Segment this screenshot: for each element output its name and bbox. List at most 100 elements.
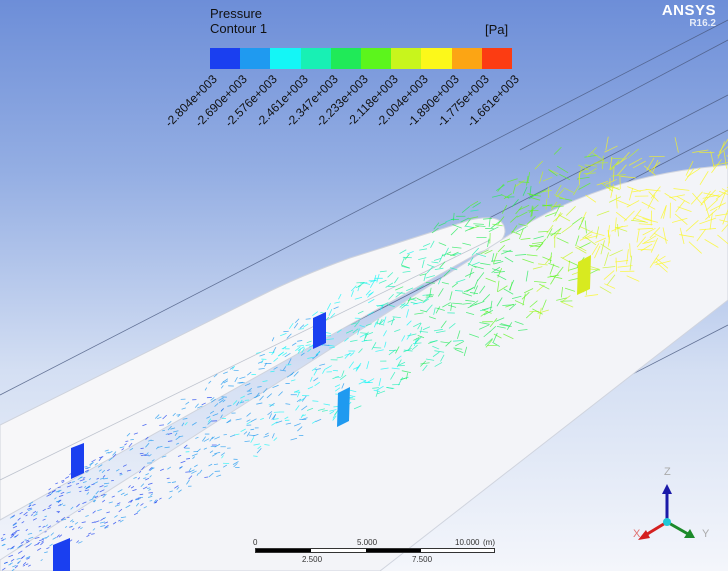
velocity-vector <box>273 357 279 362</box>
velocity-vector <box>332 415 337 421</box>
velocity-vector <box>12 522 18 527</box>
velocity-vector <box>556 297 567 301</box>
velocity-vector <box>546 228 553 239</box>
velocity-vector <box>490 300 493 311</box>
velocity-vector <box>256 447 262 454</box>
velocity-vector <box>542 256 552 262</box>
velocity-vector <box>227 405 232 407</box>
velocity-vector <box>410 301 418 305</box>
velocity-vector <box>334 384 341 388</box>
velocity-vector <box>264 362 268 367</box>
velocity-vector <box>333 306 339 310</box>
velocity-vector <box>324 365 332 370</box>
velocity-vector <box>549 263 555 275</box>
scale-label: 10.000 <box>455 538 480 547</box>
velocity-vector <box>615 194 618 209</box>
velocity-vector <box>391 367 400 370</box>
velocity-vector <box>259 395 264 401</box>
velocity-vector <box>179 466 183 470</box>
velocity-vector <box>80 527 83 530</box>
velocity-vector <box>677 206 692 212</box>
velocity-vector <box>148 439 152 442</box>
velocity-vector <box>599 286 612 294</box>
velocity-vector <box>115 468 120 472</box>
velocity-vector <box>42 508 46 512</box>
velocity-vector <box>525 270 529 282</box>
velocity-vector <box>485 277 496 283</box>
velocity-vector <box>699 217 717 225</box>
velocity-vector <box>488 226 499 233</box>
velocity-vector <box>357 328 360 335</box>
velocity-vector <box>60 516 66 521</box>
color-bar-segment <box>481 48 513 69</box>
velocity-vector <box>632 209 642 221</box>
velocity-vector <box>329 346 335 349</box>
velocity-vector <box>57 521 60 523</box>
velocity-vector <box>178 435 184 438</box>
velocity-vector <box>293 322 299 329</box>
velocity-vector <box>313 377 319 382</box>
velocity-vector <box>474 300 485 306</box>
velocity-vector <box>142 423 147 427</box>
velocity-vector <box>495 317 505 322</box>
velocity-vector <box>538 238 547 248</box>
velocity-vector <box>452 212 455 221</box>
velocity-vector <box>608 196 622 203</box>
velocity-vector <box>167 466 172 470</box>
velocity-vector <box>526 216 536 225</box>
velocity-vector <box>395 355 402 361</box>
velocity-vector <box>341 370 345 377</box>
velocity-vector <box>464 218 471 227</box>
velocity-vector <box>582 230 593 239</box>
velocity-vector <box>561 224 573 234</box>
velocity-vector <box>272 418 279 420</box>
velocity-vector <box>11 545 15 548</box>
velocity-vector <box>300 413 304 419</box>
velocity-vector <box>27 508 33 512</box>
velocity-vector <box>28 501 34 505</box>
velocity-vector <box>334 301 341 304</box>
velocity-vector <box>556 266 564 276</box>
velocity-vector <box>642 227 656 236</box>
velocity-vector <box>528 244 541 248</box>
velocity-vector <box>532 266 543 270</box>
velocity-vector <box>688 241 702 254</box>
velocity-vector <box>465 271 475 277</box>
velocity-vector <box>99 477 105 480</box>
velocity-vector <box>399 302 406 308</box>
velocity-vector <box>99 489 105 493</box>
velocity-vector <box>92 499 96 503</box>
velocity-vector <box>370 279 377 283</box>
velocity-vector <box>404 253 410 260</box>
velocity-vector <box>257 386 262 388</box>
velocity-vector <box>87 532 92 535</box>
velocity-vector <box>326 302 332 310</box>
velocity-vector <box>386 304 395 308</box>
velocity-vector <box>261 359 264 364</box>
velocity-vector <box>114 515 118 518</box>
velocity-vector <box>440 354 445 362</box>
velocity-vector <box>24 539 27 541</box>
velocity-vector <box>192 456 196 460</box>
axis-triad[interactable] <box>620 460 728 560</box>
velocity-vector <box>435 306 441 314</box>
velocity-vector <box>584 154 598 158</box>
velocity-vector <box>183 444 188 449</box>
velocity-vector <box>142 486 148 490</box>
velocity-vector <box>440 320 447 329</box>
velocity-vector <box>514 300 525 306</box>
velocity-vector <box>98 458 101 461</box>
velocity-vector <box>295 405 300 411</box>
velocity-vector <box>375 390 379 397</box>
velocity-vector <box>26 557 30 560</box>
velocity-vector <box>602 155 604 170</box>
velocity-vector <box>285 364 292 366</box>
velocity-vector <box>629 187 634 201</box>
velocity-vector <box>604 252 609 267</box>
velocity-vector <box>564 287 576 292</box>
color-bar-segment <box>361 48 392 69</box>
velocity-vector <box>108 501 113 504</box>
velocity-vector <box>472 202 481 208</box>
velocity-vector <box>119 474 123 476</box>
